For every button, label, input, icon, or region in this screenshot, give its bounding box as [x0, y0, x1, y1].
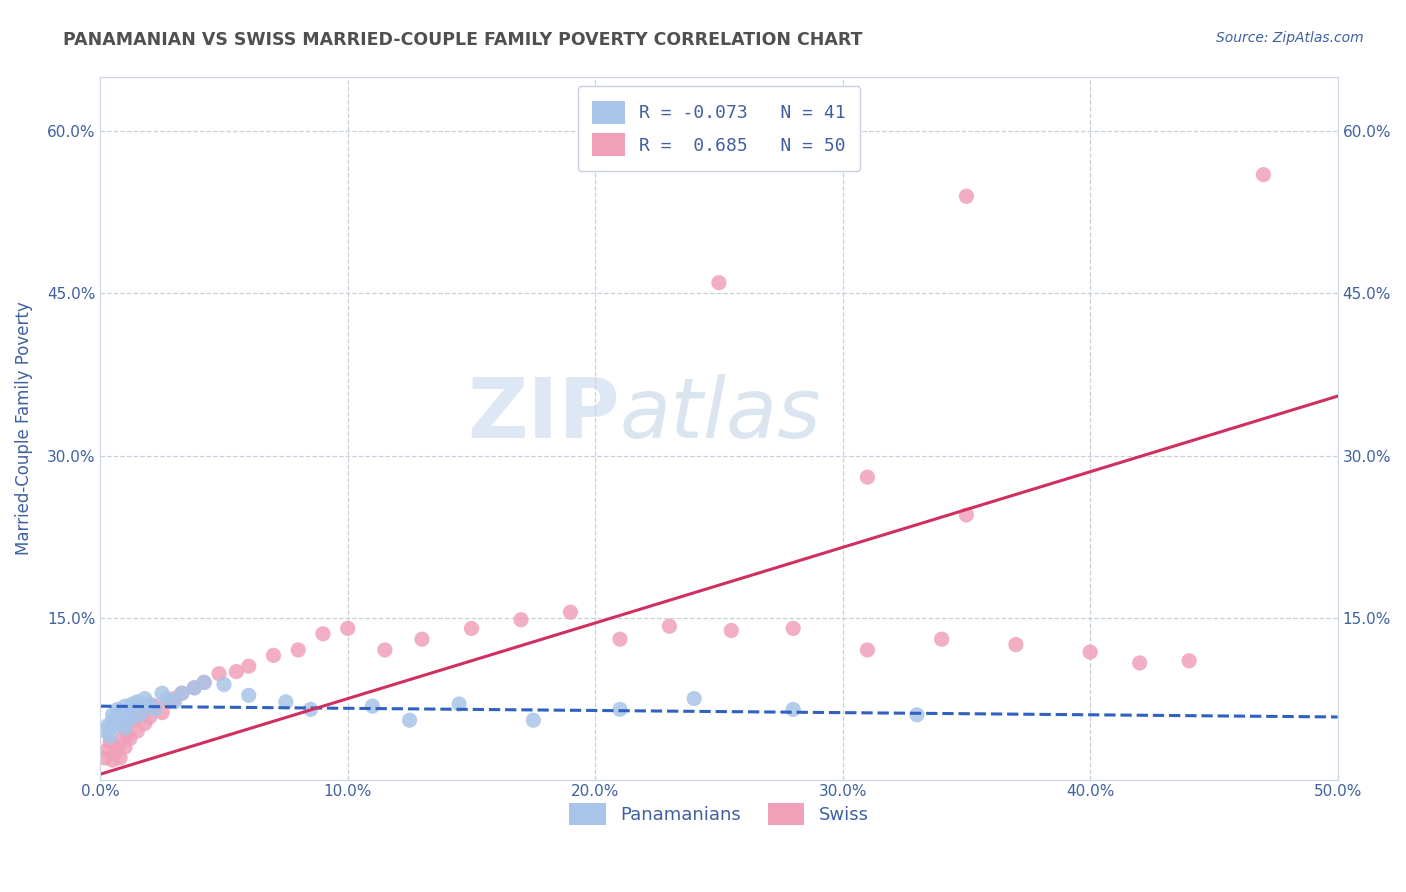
Point	[658, 619, 681, 633]
Point	[114, 740, 136, 755]
Point	[101, 707, 124, 722]
Point	[193, 675, 215, 690]
Point	[117, 727, 139, 741]
Point	[111, 707, 134, 722]
Point	[238, 689, 260, 703]
Point	[143, 702, 166, 716]
Text: ZIP: ZIP	[467, 374, 620, 455]
Point	[931, 632, 953, 647]
Point	[170, 686, 193, 700]
Point	[212, 677, 235, 691]
Point	[111, 731, 134, 746]
Point	[163, 695, 186, 709]
Point	[97, 718, 120, 732]
Point	[121, 713, 143, 727]
Point	[101, 713, 124, 727]
Point	[361, 699, 384, 714]
Text: PANAMANIAN VS SWISS MARRIED-COUPLE FAMILY POVERTY CORRELATION CHART: PANAMANIAN VS SWISS MARRIED-COUPLE FAMIL…	[63, 31, 863, 49]
Point	[150, 686, 173, 700]
Point	[299, 702, 322, 716]
Point	[143, 699, 166, 714]
Point	[107, 740, 129, 755]
Point	[374, 643, 396, 657]
Point	[94, 751, 117, 765]
Point	[522, 713, 544, 727]
Point	[208, 666, 231, 681]
Point	[856, 643, 879, 657]
Point	[117, 713, 139, 727]
Point	[274, 695, 297, 709]
Point	[170, 686, 193, 700]
Point	[707, 276, 730, 290]
Y-axis label: Married-Couple Family Poverty: Married-Couple Family Poverty	[15, 301, 32, 556]
Point	[955, 508, 977, 522]
Point	[121, 697, 143, 711]
Point	[114, 721, 136, 735]
Point	[156, 691, 179, 706]
Point	[107, 710, 129, 724]
Point	[104, 718, 127, 732]
Point	[128, 707, 150, 722]
Point	[782, 621, 804, 635]
Point	[1129, 656, 1152, 670]
Point	[101, 753, 124, 767]
Text: atlas: atlas	[620, 374, 821, 455]
Point	[163, 691, 186, 706]
Point	[460, 621, 482, 635]
Point	[955, 189, 977, 203]
Point	[98, 735, 121, 749]
Point	[150, 706, 173, 720]
Legend: Panamanians, Swiss: Panamanians, Swiss	[561, 794, 877, 834]
Point	[104, 746, 127, 760]
Point	[124, 702, 146, 716]
Point	[1178, 654, 1201, 668]
Point	[183, 681, 205, 695]
Point	[336, 621, 359, 635]
Point	[127, 724, 149, 739]
Point	[609, 632, 631, 647]
Point	[193, 675, 215, 690]
Point	[905, 707, 928, 722]
Point	[134, 691, 156, 706]
Point	[134, 716, 156, 731]
Point	[159, 695, 181, 709]
Point	[1078, 645, 1101, 659]
Point	[118, 706, 141, 720]
Point	[97, 742, 120, 756]
Point	[98, 730, 121, 744]
Point	[108, 716, 131, 731]
Point	[121, 710, 143, 724]
Point	[510, 613, 533, 627]
Point	[139, 697, 162, 711]
Point	[108, 751, 131, 765]
Point	[312, 627, 335, 641]
Point	[1253, 168, 1275, 182]
Text: Source: ZipAtlas.com: Source: ZipAtlas.com	[1216, 31, 1364, 45]
Point	[238, 659, 260, 673]
Point	[183, 681, 205, 695]
Point	[449, 697, 471, 711]
Point	[1005, 638, 1028, 652]
Point	[720, 624, 742, 638]
Point	[127, 695, 149, 709]
Point	[139, 710, 162, 724]
Point	[114, 699, 136, 714]
Point	[131, 707, 153, 722]
Point	[411, 632, 433, 647]
Point	[683, 691, 706, 706]
Point	[225, 665, 247, 679]
Point	[263, 648, 285, 663]
Point	[131, 699, 153, 714]
Point	[398, 713, 420, 727]
Point	[287, 643, 309, 657]
Point	[856, 470, 879, 484]
Point	[118, 731, 141, 746]
Point	[107, 702, 129, 716]
Point	[94, 724, 117, 739]
Point	[560, 605, 582, 619]
Point	[609, 702, 631, 716]
Point	[782, 702, 804, 716]
